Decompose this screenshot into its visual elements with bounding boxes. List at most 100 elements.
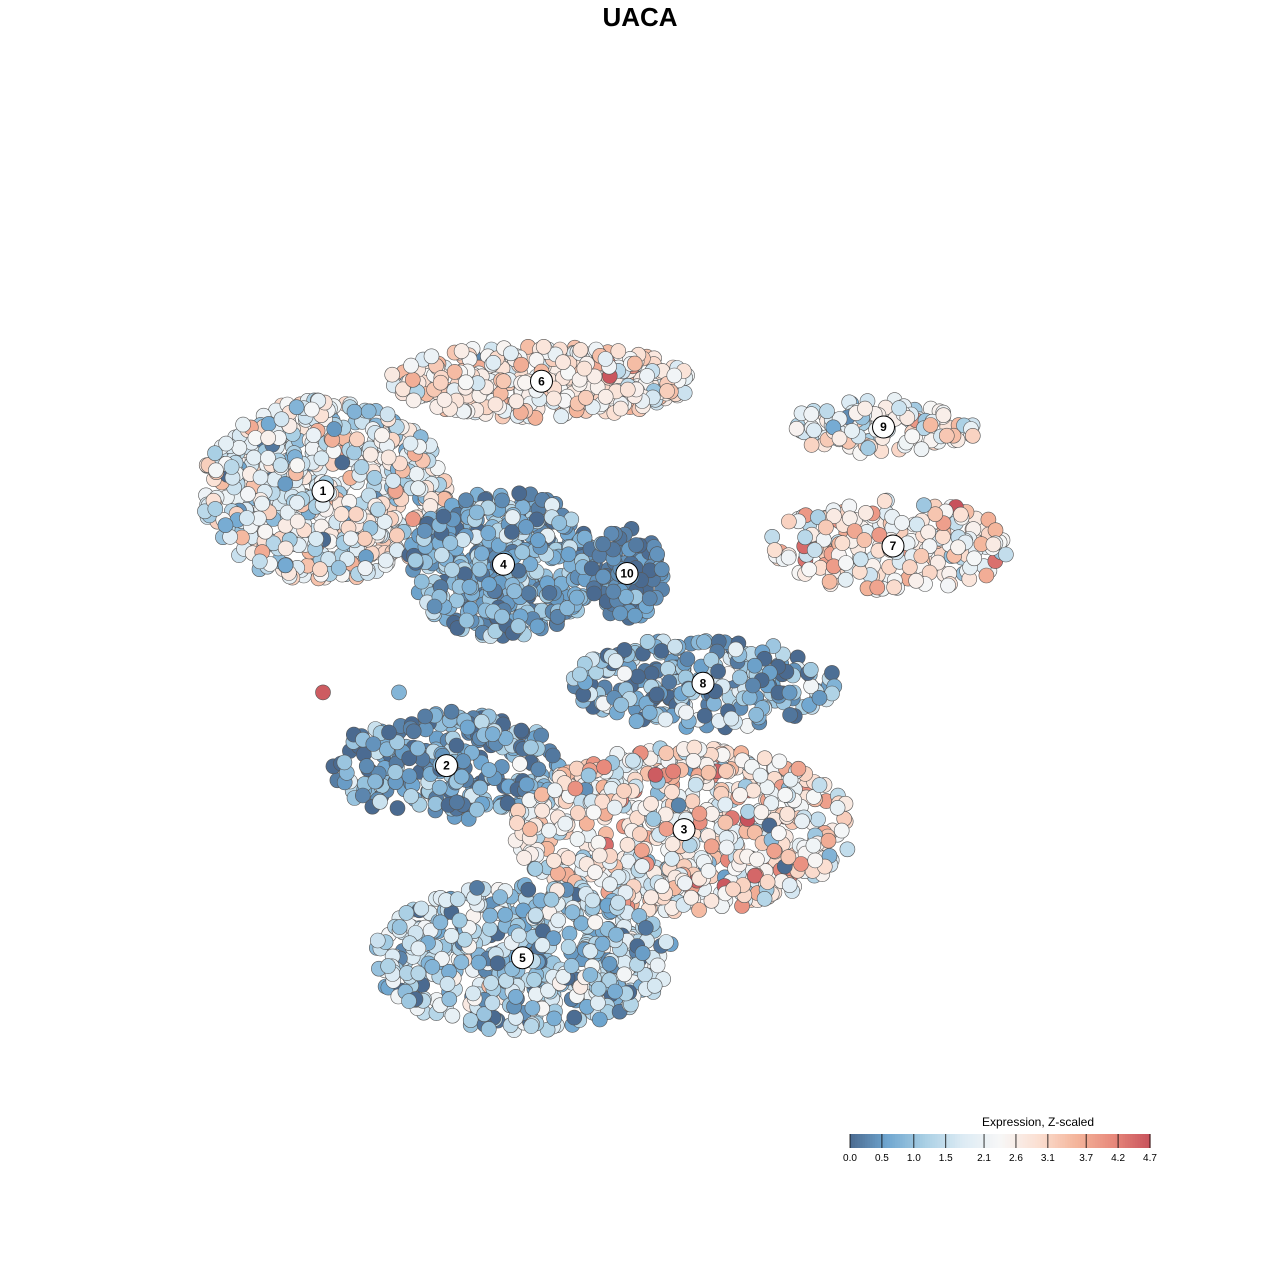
data-point [700, 764, 717, 781]
data-point [469, 880, 485, 896]
data-point [404, 371, 421, 388]
data-point [641, 590, 658, 607]
data-point [626, 355, 643, 372]
data-point [766, 843, 783, 859]
data-point [522, 821, 538, 838]
data-point [940, 577, 956, 594]
data-point [727, 641, 744, 658]
data-point [659, 383, 675, 399]
data-point [616, 966, 633, 983]
data-point [555, 354, 571, 371]
data-point [453, 343, 470, 359]
data-point [534, 937, 551, 953]
data-point [553, 408, 570, 425]
data-point [484, 995, 501, 1011]
cluster-label-4: 4 [492, 552, 515, 576]
data-point [703, 838, 720, 855]
data-point [436, 392, 453, 408]
data-point [857, 505, 874, 521]
data-point [480, 1021, 497, 1037]
data-point [357, 560, 374, 577]
data-point [514, 544, 531, 561]
data-point [277, 540, 294, 557]
data-point [398, 905, 415, 921]
data-point [605, 583, 622, 600]
data-point [312, 561, 328, 578]
data-point [239, 510, 255, 526]
data-point [667, 638, 683, 655]
data-point [665, 763, 682, 780]
data-point [717, 796, 734, 813]
data-point [240, 486, 256, 502]
data-point [908, 572, 924, 589]
data-point [629, 668, 646, 685]
data-point [381, 724, 397, 741]
data-point [639, 368, 655, 384]
data-point [443, 703, 460, 720]
data-point [432, 914, 449, 931]
cluster-label-6: 6 [530, 369, 553, 393]
cluster-label-7: 7 [881, 534, 905, 558]
data-point [810, 811, 826, 828]
data-point [362, 446, 379, 463]
data-point [254, 495, 270, 512]
data-point [935, 407, 952, 424]
data-point [330, 560, 347, 576]
data-point [458, 612, 475, 629]
data-point [273, 411, 290, 428]
data-point [431, 779, 448, 796]
data-point [634, 842, 650, 859]
data-point [449, 891, 466, 908]
data-point [403, 788, 419, 805]
cluster-label-text: 7 [890, 539, 897, 553]
data-point [601, 955, 618, 972]
colorbar [850, 1134, 1151, 1148]
data-point [485, 354, 502, 371]
data-point [857, 400, 873, 417]
data-point [645, 811, 662, 827]
data-point [372, 793, 388, 810]
data-point [607, 983, 623, 1000]
data-point [952, 506, 969, 523]
data-point [524, 1000, 541, 1016]
data-point [442, 535, 459, 551]
data-point [891, 400, 907, 416]
data-point [380, 958, 396, 974]
data-point [560, 939, 577, 955]
data-point [559, 600, 576, 616]
data-point [560, 546, 577, 563]
data-point [572, 342, 589, 358]
data-point [596, 759, 612, 776]
data-point [922, 417, 939, 433]
data-point [563, 958, 580, 974]
data-point [370, 501, 386, 518]
data-point [506, 583, 523, 600]
data-point [821, 573, 838, 590]
data-point [369, 932, 386, 949]
data-point [348, 506, 364, 523]
data-point [658, 745, 675, 762]
data-point [820, 832, 837, 849]
cluster-label-10: 10 [615, 561, 639, 585]
data-point [732, 787, 748, 803]
data-point [251, 553, 268, 570]
data-point [616, 665, 633, 682]
data-point [950, 539, 966, 556]
data-point [207, 501, 224, 517]
data-point [305, 427, 322, 444]
data-point [806, 422, 822, 439]
cluster-label-text: 8 [700, 676, 707, 690]
data-point [409, 740, 426, 757]
data-point [576, 360, 593, 377]
data-point [584, 892, 601, 909]
data-point [358, 758, 375, 774]
data-point [512, 755, 528, 772]
data-point [426, 598, 443, 615]
legend-title: Expression, Z-scaled [982, 1115, 1094, 1129]
data-point [217, 517, 234, 534]
data-point [771, 753, 788, 770]
cluster-label-2: 2 [435, 754, 458, 778]
data-point [696, 708, 713, 724]
data-point [453, 954, 470, 971]
